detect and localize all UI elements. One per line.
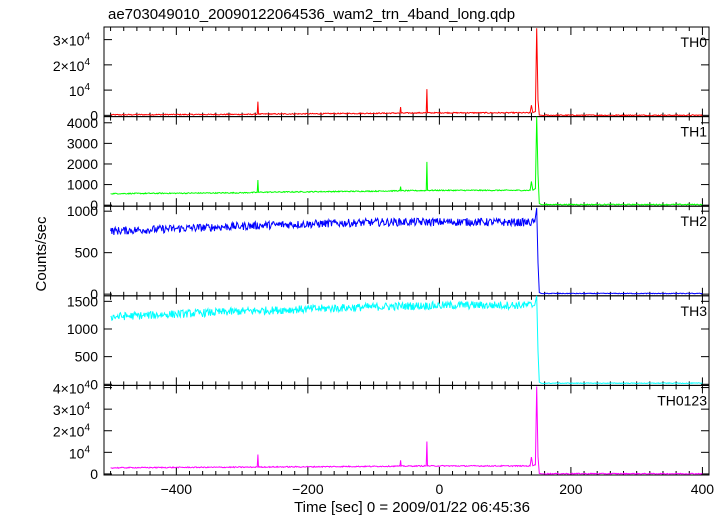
y-tick-label: 104 (69, 444, 91, 461)
y-tick-label: 3000 (67, 135, 98, 151)
series-line-th0 (110, 28, 703, 117)
y-tick-label: 1000 (67, 321, 98, 337)
x-tick-label: 400 (691, 481, 715, 497)
y-tick-label: 2000 (67, 156, 98, 172)
panel-th0123: 0 104 2×104 3×104 4×104 TH0123 (53, 380, 710, 482)
panel-th2: 0 500 1000 TH2 (67, 203, 710, 302)
y-tick-label: 500 (75, 349, 99, 365)
chart-title: ae703049010_20090122064536_wam2_trn_4ban… (108, 6, 515, 23)
panel-frame (103, 295, 710, 386)
y-tick-label: 1500 (67, 293, 98, 309)
series-line-th1 (110, 116, 703, 206)
y-tick-label: 2×104 (53, 423, 91, 440)
y-tick-label: 0 (90, 376, 98, 392)
panel-label: TH1 (681, 124, 708, 140)
y-tick-label: 3×104 (53, 401, 91, 418)
series-line-th2 (110, 207, 703, 295)
y-tick-label: 1000 (67, 177, 98, 193)
panel-th0: 0 104 2×104 3×104 TH0 (53, 26, 710, 123)
y-tick-label: 2×104 (53, 57, 91, 74)
y-tick-label: 3×104 (53, 32, 91, 49)
series-line-th3 (110, 295, 703, 385)
y-tick-label: 0 (90, 107, 98, 123)
y-tick-label: 0 (90, 197, 98, 213)
y-tick-label: 104 (69, 82, 91, 99)
y-tick-label: 0 (90, 286, 98, 302)
y-tick-label: 4000 (67, 115, 98, 131)
panel-label: TH0 (681, 34, 708, 50)
x-axis-label: Time [sec] 0 = 2009/01/22 06:45:36 (294, 499, 530, 516)
panel-label: TH3 (681, 303, 708, 319)
y-axis-label: Counts/sec (33, 216, 50, 292)
panel-label: TH2 (681, 213, 708, 229)
panel-th3: 0 500 1000 1500 TH3 (67, 293, 710, 392)
y-tick-label: 4×104 (53, 380, 91, 397)
y-tick-label: 1000 (67, 203, 98, 219)
x-tick-label: 0 (435, 481, 443, 497)
x-tick-label: 200 (559, 481, 583, 497)
panel-th1: 0 1000 2000 3000 4000 TH1 (67, 115, 710, 213)
x-tick-label: −400 (161, 481, 193, 497)
panel-label: TH0123 (657, 392, 707, 408)
y-tick-label: 0 (90, 466, 98, 482)
y-tick-label: 500 (75, 245, 99, 261)
panel-frame (103, 384, 710, 476)
panel-frame (103, 26, 710, 118)
series-line-th0123 (110, 386, 703, 476)
x-tick-label: −200 (292, 481, 324, 497)
